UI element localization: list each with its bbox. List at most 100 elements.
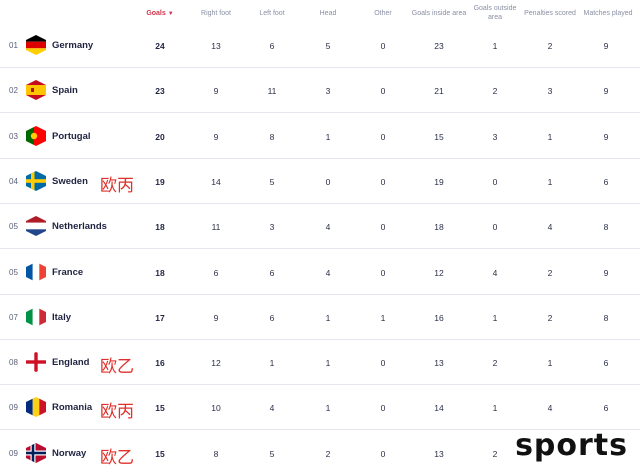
table-row[interactable]: 05 Netherlands 18 11 3 4 0 18 0 4 8 <box>0 204 640 250</box>
cell-goals: 17 <box>155 312 165 323</box>
rank: 04 <box>9 176 18 186</box>
cell-matches-played: 9 <box>603 41 609 51</box>
cell-head: 4 <box>325 222 331 233</box>
row-divider <box>0 157 640 159</box>
cell-penalties-scored: 4 <box>547 403 553 414</box>
table-row[interactable]: 05 France 18 6 6 4 0 12 4 2 9 <box>0 250 640 295</box>
france-flag-icon <box>26 261 46 282</box>
team-name[interactable]: Sweden <box>52 175 88 187</box>
cell-penalties-scored: 2 <box>547 267 553 278</box>
cell-right-foot: 9 <box>213 86 219 97</box>
cell-left-foot: 5 <box>269 176 275 187</box>
cell-goals-inside-area: 23 <box>434 41 444 51</box>
cell-left-foot: 6 <box>269 41 275 51</box>
cell-matches-played: 9 <box>603 267 609 278</box>
header-goals-inside-area[interactable]: Goals inside area <box>411 10 467 17</box>
cell-other: 0 <box>380 222 386 233</box>
cell-other: 0 <box>380 267 386 278</box>
table-row[interactable]: 09 Romania 欧丙 15 10 4 1 0 14 1 4 6 <box>0 385 640 431</box>
cell-left-foot: 3 <box>269 222 275 233</box>
header-penalties-scored[interactable]: Penalties scored <box>524 10 576 17</box>
cell-penalties-scored: 3 <box>547 86 553 97</box>
cell-penalties-scored: 1 <box>547 176 553 187</box>
team-name[interactable]: Germany <box>52 40 94 51</box>
cell-left-foot: 8 <box>269 131 275 142</box>
rank: 01 <box>9 41 18 50</box>
cell-left-foot: 11 <box>267 86 277 97</box>
header-goals-outside-area[interactable]: Goals outside area <box>473 5 517 21</box>
cell-head: 0 <box>325 176 331 187</box>
rank: 08 <box>9 358 18 368</box>
table-row[interactable]: 02 Spain 23 9 11 3 0 21 2 3 9 <box>0 68 640 114</box>
team-name[interactable]: Netherlands <box>52 221 107 233</box>
cell-right-foot: 12 <box>211 358 221 369</box>
italy-flag-icon <box>26 306 46 327</box>
table-row[interactable]: 07 Italy 17 9 6 1 1 16 1 2 8 <box>0 295 640 340</box>
cell-matches-played: 6 <box>603 358 609 369</box>
cell-matches-played: 8 <box>603 222 609 233</box>
team-name[interactable]: England <box>52 357 90 369</box>
table-row[interactable]: 03 Portugal 20 9 8 1 0 15 3 1 9 <box>0 114 640 159</box>
team-name[interactable]: Italy <box>52 311 72 323</box>
cell-goals-outside-area: 2 <box>492 448 498 459</box>
team-name[interactable]: Portugal <box>52 130 91 142</box>
portugal-flag-icon <box>26 125 46 146</box>
cell-right-foot: 14 <box>211 176 221 187</box>
cell-other: 0 <box>380 176 386 187</box>
cell-goals-outside-area: 1 <box>492 41 498 51</box>
header-right-foot[interactable]: Right foot <box>201 10 231 17</box>
header-head[interactable]: Head <box>319 10 337 17</box>
cell-right-foot: 10 <box>211 403 221 414</box>
header-goals[interactable]: Goals ▼ <box>138 9 182 19</box>
cell-matches-played: 8 <box>603 312 609 323</box>
team-name[interactable]: Norway <box>52 447 87 459</box>
cell-goals: 19 <box>155 176 165 187</box>
sports-watermark: sports <box>515 428 628 463</box>
cell-other: 0 <box>380 448 386 459</box>
cell-penalties-scored: 2 <box>547 312 553 323</box>
cell-left-foot: 4 <box>269 403 275 414</box>
rank: 09 <box>9 403 18 413</box>
row-divider <box>0 67 640 68</box>
header-other[interactable]: Other <box>374 10 392 17</box>
cell-goals: 20 <box>155 131 165 142</box>
cell-head: 5 <box>325 41 331 51</box>
cell-penalties-scored: 2 <box>547 41 553 51</box>
header-left-foot[interactable]: Left foot <box>259 10 285 17</box>
header-matches-played[interactable]: Matches played <box>583 10 633 17</box>
cell-goals-inside-area: 15 <box>434 131 444 142</box>
cell-right-foot: 9 <box>213 312 219 323</box>
rank: 02 <box>9 86 18 96</box>
cell-goals-inside-area: 19 <box>434 176 444 187</box>
germany-flag-icon <box>26 35 46 55</box>
cell-other: 0 <box>380 86 386 97</box>
table-row[interactable]: 01 Germany 24 13 6 5 0 23 1 2 9 <box>0 23 640 68</box>
cell-left-foot: 5 <box>269 448 275 459</box>
table-row[interactable]: 08 England 欧乙 16 12 1 1 0 13 2 1 6 <box>0 340 640 386</box>
cell-head: 3 <box>325 86 331 97</box>
cell-right-foot: 11 <box>211 222 221 233</box>
team-name[interactable]: Spain <box>52 85 78 97</box>
cell-goals-inside-area: 13 <box>434 448 444 459</box>
table-row[interactable]: 04 Sweden 欧丙 19 14 5 0 0 19 0 1 6 <box>0 159 640 204</box>
cell-goals-outside-area: 0 <box>492 176 498 187</box>
table-row[interactable]: 09 Norway 欧乙 15 8 5 2 0 13 2 <box>0 431 640 476</box>
team-name[interactable]: Romania <box>52 402 93 414</box>
netherlands-flag-icon <box>26 216 46 237</box>
cell-goals-outside-area: 0 <box>492 222 498 233</box>
cell-head: 1 <box>325 131 331 142</box>
cell-left-foot: 1 <box>269 358 275 369</box>
row-divider <box>0 293 640 295</box>
row-divider <box>0 248 640 250</box>
england-flag-icon <box>26 352 46 373</box>
cell-goals-outside-area: 3 <box>492 131 498 142</box>
cell-goals-inside-area: 16 <box>434 312 444 323</box>
team-name[interactable]: France <box>52 266 84 278</box>
cell-right-foot: 8 <box>213 448 219 459</box>
row-divider <box>0 338 640 340</box>
cell-goals-outside-area: 2 <box>492 358 498 369</box>
cell-penalties-scored: 1 <box>547 358 553 369</box>
cell-other: 0 <box>380 403 386 414</box>
cell-matches-played: 9 <box>603 86 609 97</box>
cell-penalties-scored: 1 <box>547 131 553 142</box>
